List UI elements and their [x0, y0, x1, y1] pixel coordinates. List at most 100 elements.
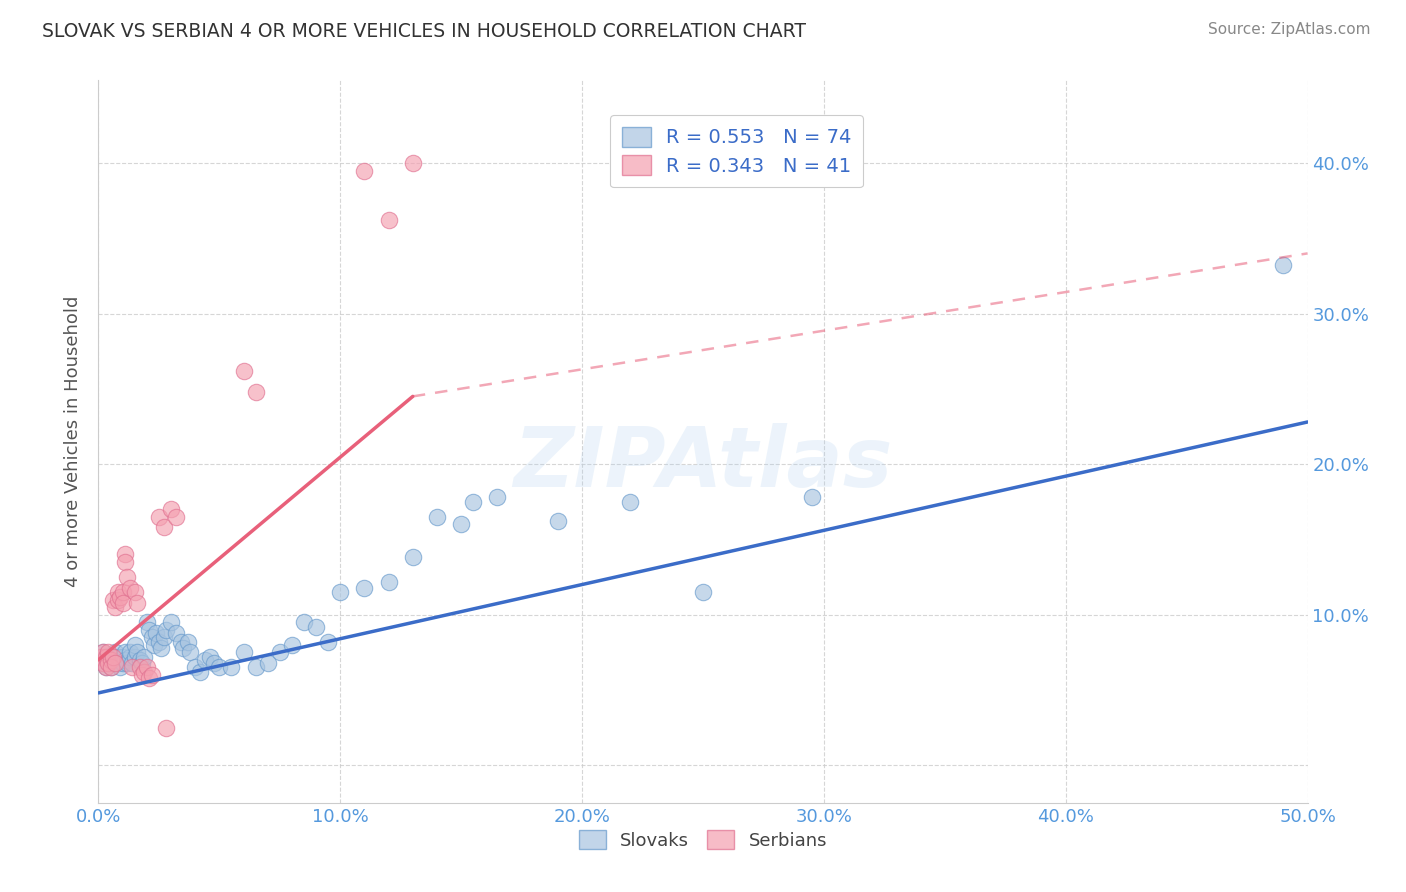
Point	[138, 671, 160, 685]
Point	[91, 656, 114, 670]
Point	[114, 548, 136, 562]
Point	[184, 660, 207, 674]
Point	[118, 581, 141, 595]
Point	[155, 623, 177, 637]
Point	[104, 653, 127, 667]
Legend: Slovaks, Serbians: Slovaks, Serbians	[569, 822, 837, 859]
Text: ZIPAtlas: ZIPAtlas	[513, 423, 893, 504]
Point	[486, 490, 509, 504]
Point	[94, 649, 117, 664]
Point	[155, 721, 177, 735]
Point	[114, 653, 136, 667]
Point	[97, 656, 120, 670]
Point	[124, 649, 146, 664]
Point	[232, 364, 254, 378]
Point	[141, 630, 163, 644]
Point	[100, 653, 122, 667]
Point	[97, 653, 120, 667]
Point	[104, 645, 127, 659]
Point	[172, 640, 194, 655]
Point	[131, 656, 153, 670]
Point	[463, 494, 485, 508]
Point	[127, 645, 149, 659]
Point	[245, 660, 267, 674]
Point	[135, 615, 157, 630]
Point	[134, 665, 156, 679]
Point	[128, 653, 150, 667]
Point	[177, 634, 200, 648]
Point	[256, 656, 278, 670]
Point	[160, 615, 183, 630]
Point	[198, 649, 221, 664]
Point	[97, 645, 120, 659]
Point	[165, 509, 187, 524]
Point	[127, 596, 149, 610]
Point	[377, 574, 399, 589]
Point	[145, 625, 167, 640]
Point	[547, 514, 569, 528]
Point	[108, 660, 131, 674]
Point	[131, 668, 153, 682]
Point	[305, 620, 328, 634]
Point	[141, 668, 163, 682]
Point	[148, 634, 170, 648]
Point	[94, 649, 117, 664]
Point	[100, 649, 122, 664]
Point	[104, 656, 127, 670]
Point	[232, 645, 254, 659]
Point	[152, 520, 174, 534]
Point	[91, 656, 114, 670]
Point	[90, 649, 112, 664]
Point	[281, 638, 304, 652]
Point	[111, 656, 134, 670]
Y-axis label: 4 or more Vehicles in Household: 4 or more Vehicles in Household	[63, 296, 82, 587]
Point	[152, 630, 174, 644]
Point	[100, 660, 122, 674]
Point	[135, 660, 157, 674]
Point	[138, 623, 160, 637]
Point	[91, 645, 114, 659]
Point	[377, 213, 399, 227]
Point	[221, 660, 243, 674]
Point	[208, 660, 231, 674]
Point	[101, 656, 124, 670]
Point	[100, 660, 122, 674]
Point	[94, 660, 117, 674]
Point	[111, 649, 134, 664]
Point	[118, 649, 141, 664]
Point	[114, 645, 136, 659]
Point	[117, 656, 139, 670]
Point	[118, 645, 141, 659]
Point	[160, 502, 183, 516]
Point	[269, 645, 291, 659]
Point	[204, 656, 226, 670]
Point	[91, 645, 114, 659]
Point	[101, 592, 124, 607]
Point	[107, 592, 129, 607]
Point	[121, 656, 143, 670]
Point	[619, 494, 641, 508]
Point	[101, 649, 124, 664]
Point	[1272, 259, 1295, 273]
Point	[316, 634, 339, 648]
Point	[107, 649, 129, 664]
Text: SLOVAK VS SERBIAN 4 OR MORE VEHICLES IN HOUSEHOLD CORRELATION CHART: SLOVAK VS SERBIAN 4 OR MORE VEHICLES IN …	[42, 22, 806, 41]
Point	[165, 625, 187, 640]
Point	[108, 590, 131, 604]
Point	[188, 665, 211, 679]
Point	[194, 653, 217, 667]
Point	[450, 517, 472, 532]
Point	[97, 656, 120, 670]
Point	[114, 555, 136, 569]
Point	[101, 649, 124, 664]
Point	[148, 509, 170, 524]
Point	[108, 653, 131, 667]
Point	[402, 550, 425, 565]
Point	[800, 490, 823, 504]
Point	[292, 615, 315, 630]
Point	[169, 634, 191, 648]
Point	[117, 570, 139, 584]
Point	[329, 585, 352, 599]
Point	[426, 509, 449, 524]
Point	[111, 596, 134, 610]
